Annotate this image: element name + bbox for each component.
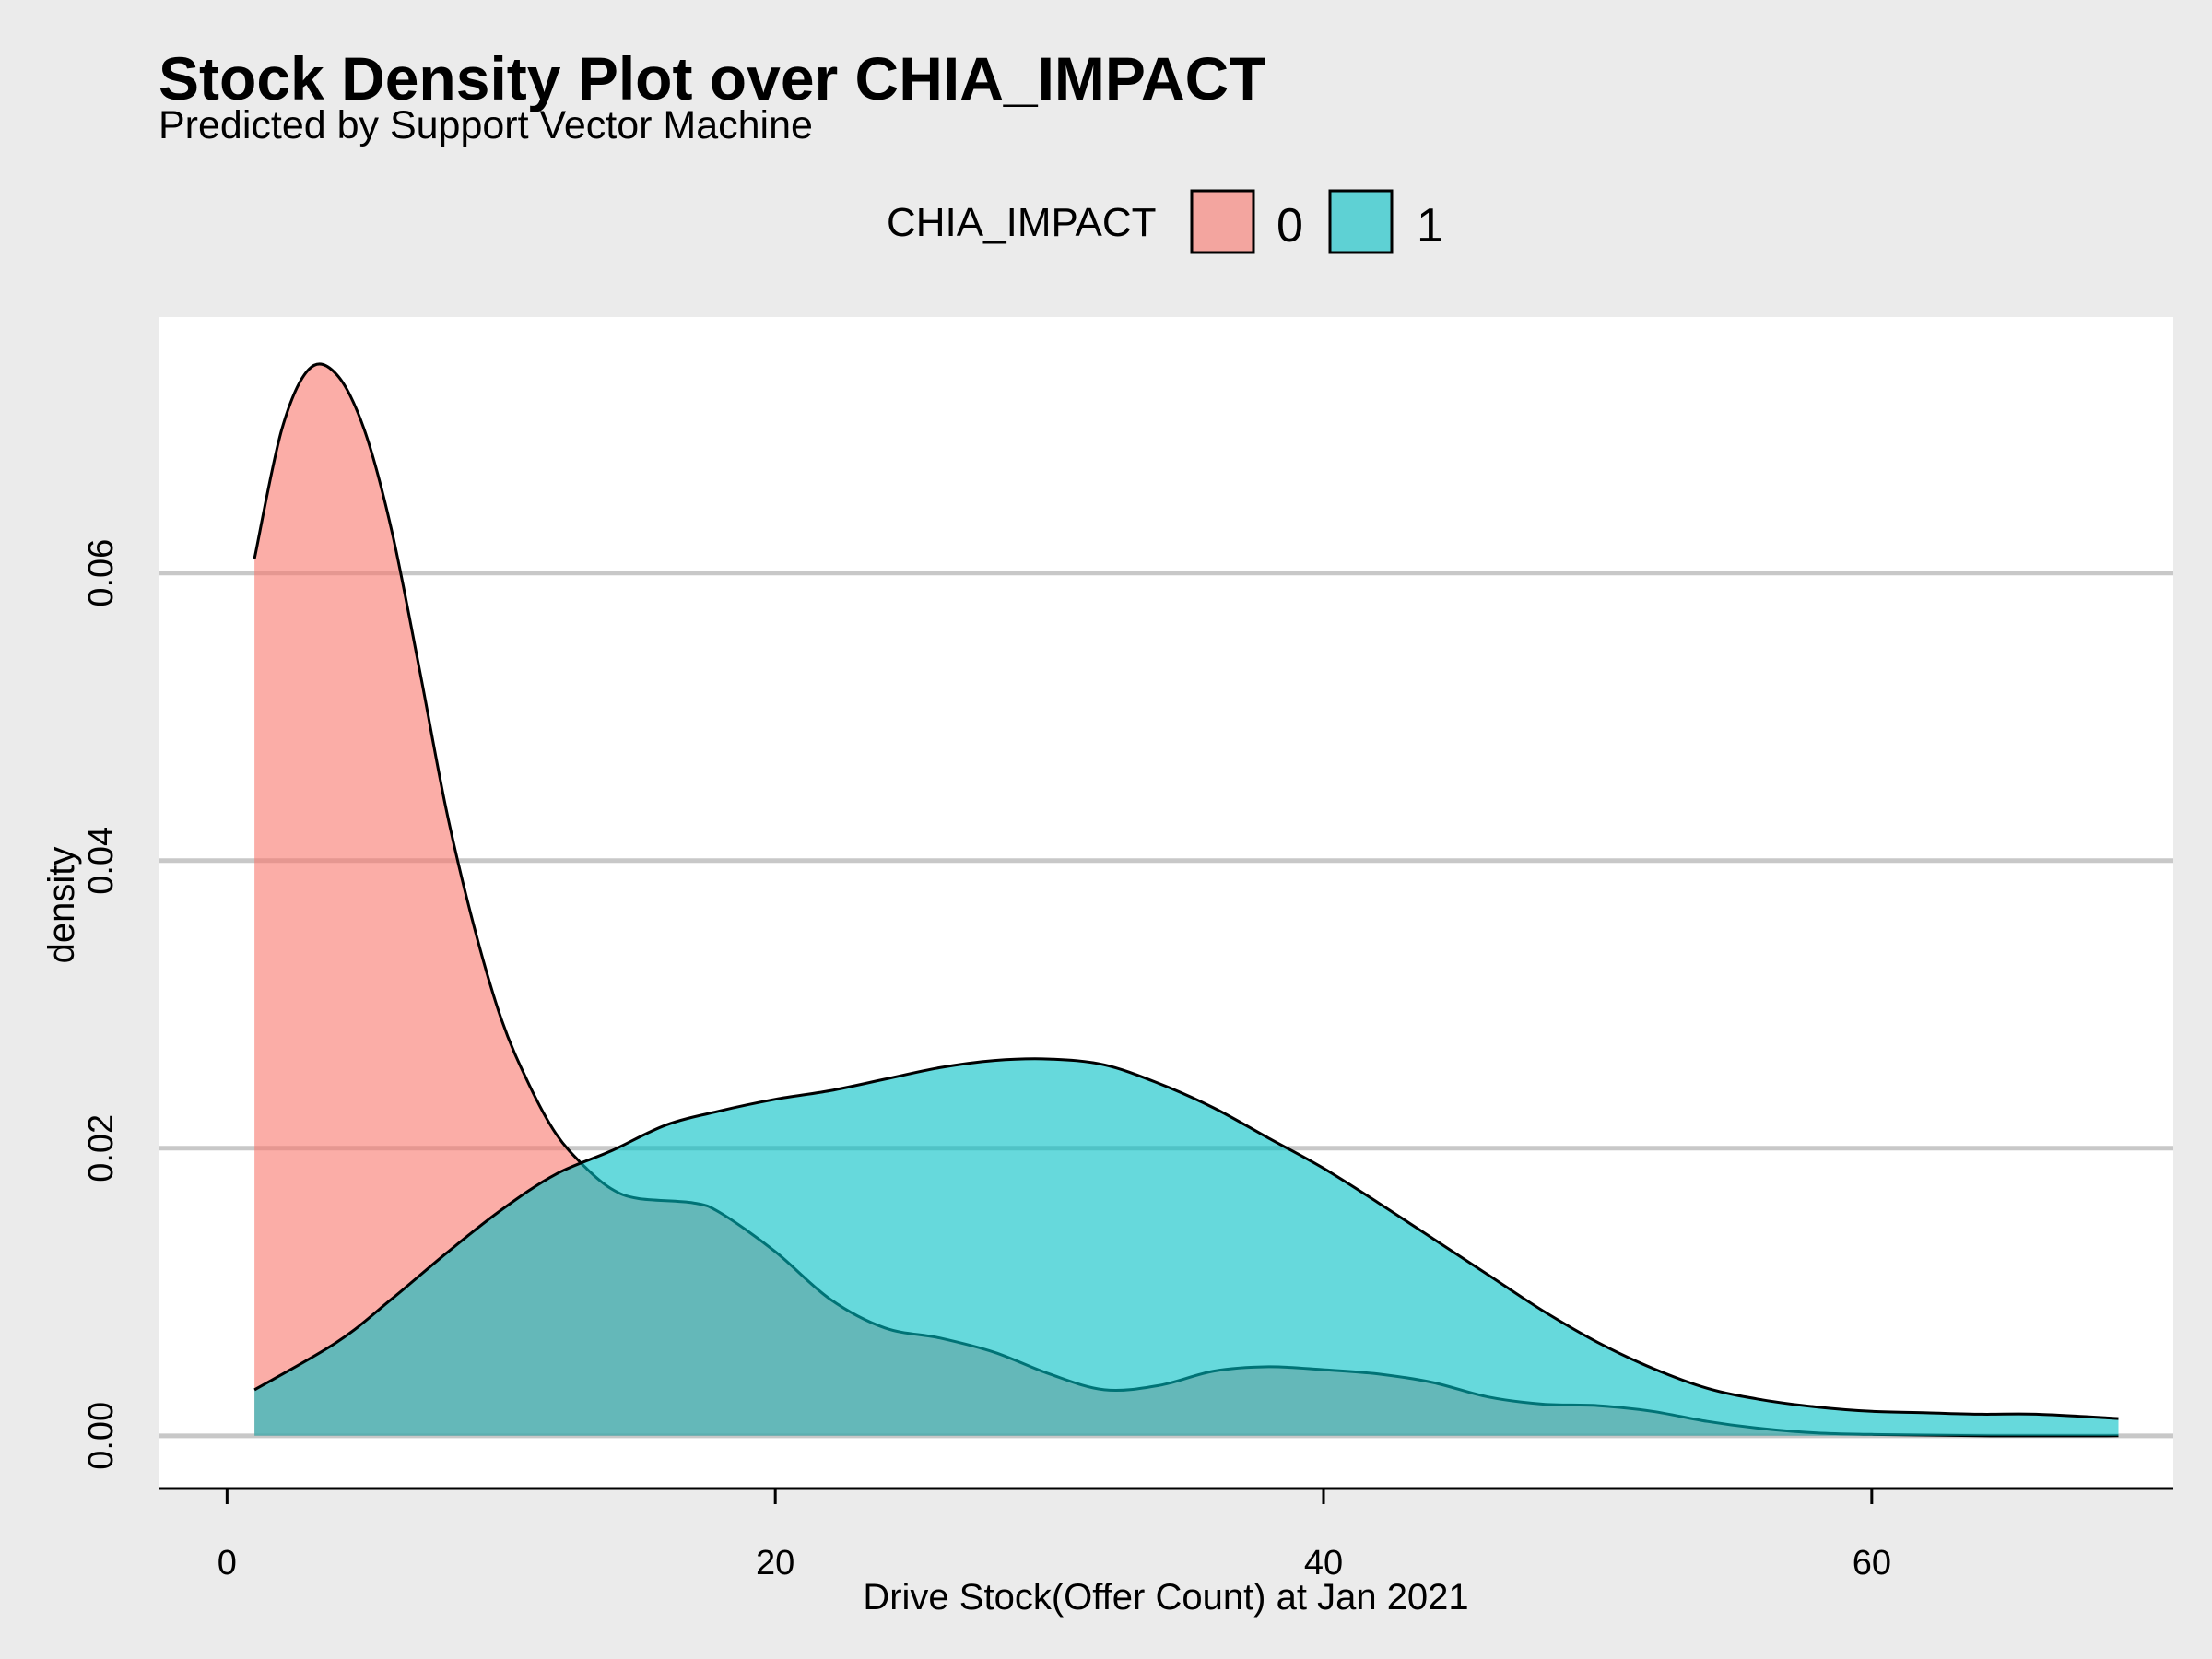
x-tick-label-1: 20 xyxy=(756,1544,794,1583)
chart-title: Stock Density Plot over CHIA_IMPACT xyxy=(159,44,1266,112)
y-axis: 0.00 0.02 0.04 0.06 xyxy=(82,539,121,1470)
legend-swatch-1 xyxy=(1328,189,1394,254)
x-tick-label-0: 0 xyxy=(218,1544,237,1583)
density-area-1 xyxy=(254,1058,2119,1436)
legend-title: CHIA_IMPACT xyxy=(887,200,1157,245)
x-axis-title: Drive Stock(Offer Count) at Jan 2021 xyxy=(863,1577,1468,1618)
x-axis: 0 20 40 60 xyxy=(159,1487,2173,1583)
x-tick-label-3: 60 xyxy=(1853,1544,1891,1583)
y-tick-label-0: 0.00 xyxy=(82,1402,121,1470)
legend-label-1: 1 xyxy=(1417,199,1443,253)
y-axis-title: density xyxy=(41,847,82,964)
legend-label-0: 0 xyxy=(1277,199,1303,253)
x-tick-label-2: 40 xyxy=(1304,1544,1343,1583)
chart-subtitle: Predicted by Support Vector Machine xyxy=(159,103,813,147)
legend-swatch-0 xyxy=(1190,189,1255,254)
y-tick-label-1: 0.02 xyxy=(82,1114,121,1182)
density-areas xyxy=(253,362,2119,1438)
density-line-1 xyxy=(253,1057,2119,1420)
y-tick-label-3: 0.06 xyxy=(82,539,121,607)
legend: CHIA_IMPACT 0 1 xyxy=(887,189,1443,254)
y-tick-label-2: 0.04 xyxy=(82,827,121,895)
